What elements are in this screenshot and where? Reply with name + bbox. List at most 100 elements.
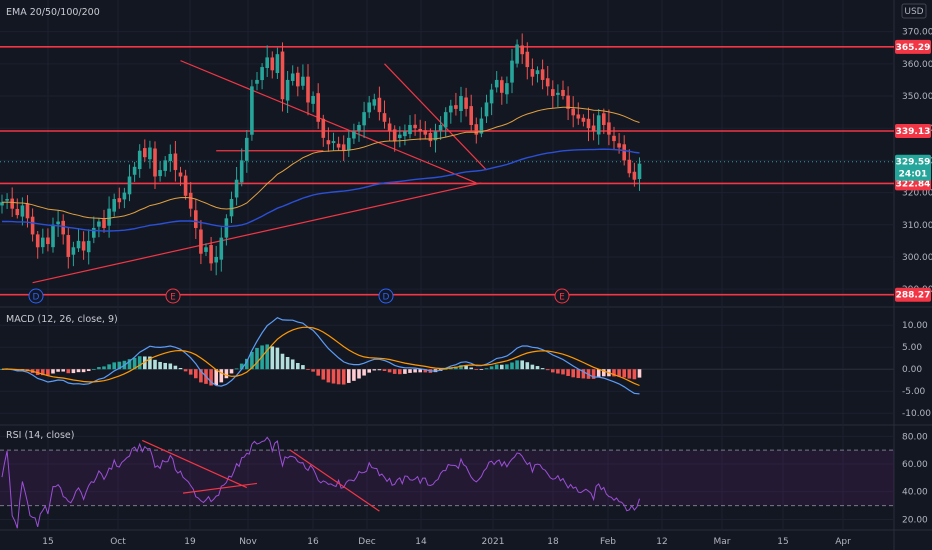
macd-histogram-bar — [199, 369, 203, 383]
candle — [275, 54, 280, 74]
macd-histogram-bar — [153, 359, 157, 370]
candle — [296, 72, 300, 87]
candle — [520, 45, 524, 55]
macd-histogram-bar — [224, 369, 229, 379]
candle — [535, 70, 540, 75]
candle — [35, 234, 40, 248]
macd-histogram-bar — [602, 369, 606, 377]
macd-histogram-bar — [500, 364, 504, 370]
macd-histogram-bar — [173, 365, 178, 370]
countdown-label: 24:01 — [899, 170, 928, 180]
macd-histogram-bar — [403, 369, 407, 374]
macd-y-tick-label: 10.00 — [902, 321, 928, 331]
macd-histogram-bar — [591, 369, 596, 379]
macd-histogram-bar — [571, 369, 575, 378]
candle — [209, 245, 213, 264]
candle — [627, 159, 632, 174]
candle — [97, 221, 101, 227]
macd-histogram-bar — [474, 369, 479, 370]
candle — [428, 132, 433, 142]
macd-histogram-bar — [270, 346, 275, 370]
candle — [454, 105, 458, 109]
candle — [25, 203, 30, 219]
candle — [484, 102, 489, 117]
candle — [51, 224, 55, 248]
macd-histogram-bar — [341, 369, 346, 385]
rsi-y-tick-label: 80.00 — [902, 432, 928, 442]
macd-histogram-bar — [484, 368, 489, 370]
candle — [260, 67, 264, 81]
candle — [331, 141, 336, 144]
candle — [188, 192, 193, 209]
macd-histogram-bar — [515, 360, 519, 370]
candle — [204, 247, 208, 252]
macd-histogram-bar — [250, 351, 254, 370]
x-tick-label: 15 — [777, 537, 788, 547]
candle — [382, 113, 387, 122]
macd-histogram-bar — [306, 369, 310, 370]
macd-histogram-bar — [214, 369, 218, 386]
candle — [15, 208, 20, 216]
candle — [306, 76, 310, 103]
candle — [591, 125, 596, 132]
candle — [143, 148, 147, 158]
macd-histogram-bar — [321, 369, 326, 380]
macd-histogram-bar — [494, 364, 499, 370]
macd-histogram-bar — [520, 360, 524, 370]
candle — [46, 237, 50, 245]
macd-histogram-bar — [612, 369, 616, 377]
candle — [500, 80, 504, 93]
macd-histogram-bar — [265, 344, 269, 370]
x-tick-label: 14 — [415, 537, 427, 547]
macd-histogram-bar — [168, 363, 173, 370]
level-badge-label: 339.13 — [896, 127, 931, 137]
candle — [479, 118, 484, 134]
macd-histogram-bar — [245, 358, 249, 370]
macd-histogram-bar — [56, 369, 60, 372]
candle — [86, 240, 91, 253]
macd-histogram-bar — [627, 369, 632, 379]
candle — [443, 112, 448, 128]
candle — [551, 89, 555, 97]
macd-histogram-bar — [556, 369, 560, 374]
currency-label[interactable]: USD — [904, 7, 923, 17]
macd-histogram-bar — [97, 367, 101, 370]
macd-histogram-bar — [107, 364, 111, 370]
macd-histogram-bar — [352, 369, 356, 381]
macd-histogram-bar — [326, 369, 331, 383]
trendline — [384, 63, 487, 171]
candle — [632, 171, 637, 180]
event-marker — [378, 288, 394, 304]
macd-histogram-bar — [0, 369, 4, 370]
macd-histogram-bar — [92, 369, 96, 370]
rsi-y-tick-label: 40.00 — [902, 488, 928, 498]
candle — [163, 160, 167, 171]
macd-histogram-bar — [398, 369, 402, 375]
macd-histogram-bar — [61, 369, 65, 372]
candle — [398, 134, 402, 138]
last-price-badge — [895, 154, 931, 181]
ema-50-line — [1, 106, 640, 220]
macd-histogram-bar — [535, 366, 540, 370]
candle — [311, 96, 315, 104]
x-tick-label: 12 — [656, 537, 667, 547]
macd-histogram-bar — [443, 369, 448, 370]
event-marker — [554, 288, 570, 304]
candle — [464, 97, 468, 109]
macd-histogram-bar — [347, 369, 351, 383]
candle — [301, 76, 305, 86]
indicators — [0, 106, 894, 529]
macd-histogram-bar — [285, 357, 290, 370]
candle — [239, 160, 244, 183]
x-tick-label: 16 — [307, 537, 319, 547]
candle — [117, 198, 122, 203]
candle — [418, 128, 422, 132]
macd-histogram-bar — [183, 369, 188, 372]
macd-histogram-bar — [229, 369, 234, 374]
candle — [234, 179, 239, 198]
event-marker-label: D — [33, 293, 40, 303]
macd-histogram-bar — [280, 353, 285, 370]
